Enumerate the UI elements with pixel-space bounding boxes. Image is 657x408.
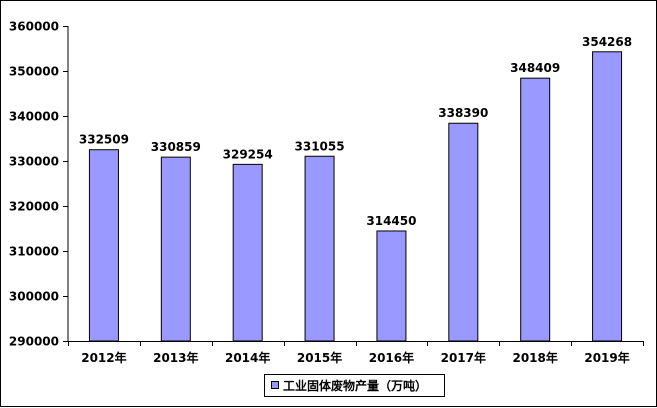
y-tick-label: 360000 [9, 20, 59, 34]
legend-label: 工业固体废物产量（万吨） [283, 378, 427, 393]
x-tick-label: 2017年 [441, 350, 486, 365]
x-tick-label: 2019年 [584, 350, 629, 365]
data-label: 329254 [223, 147, 273, 161]
y-tick-label: 310000 [9, 245, 59, 259]
bar [520, 77, 551, 342]
x-tick-label: 2013年 [153, 350, 198, 365]
bar [88, 149, 119, 342]
x-tick-label: 2012年 [81, 350, 126, 365]
legend-swatch [271, 381, 279, 389]
y-tick-label: 290000 [9, 335, 59, 349]
y-tick-label: 320000 [9, 200, 59, 214]
bar [376, 230, 407, 342]
x-tick-label: 2016年 [369, 350, 414, 365]
data-label: 338390 [438, 106, 488, 120]
data-label: 354268 [582, 35, 632, 49]
bars: 332509 330859 329254 331055 314450 338390 3484… [79, 35, 632, 342]
bar [304, 155, 335, 342]
data-label: 348409 [510, 61, 560, 75]
y-tick-label: 340000 [9, 110, 59, 124]
y-tick-label: 300000 [9, 290, 59, 304]
legend-box [264, 374, 445, 397]
bar [448, 122, 479, 342]
bar [160, 156, 191, 342]
data-label: 331055 [295, 139, 345, 153]
y-tick-label: 330000 [9, 155, 59, 169]
x-axis: 2012年 2013年 2014年 2015年 2016年 2017年 2018年 2019年 [68, 341, 644, 365]
legend: 工业固体废物产量（万吨） [264, 374, 445, 397]
data-label: 314450 [366, 214, 416, 228]
x-tick-label: 2015年 [297, 350, 342, 365]
x-tick-label: 2018年 [512, 350, 557, 365]
data-label: 332509 [79, 133, 129, 147]
bar [592, 51, 623, 342]
y-tick-label: 350000 [9, 65, 59, 79]
x-tick-label: 2014年 [225, 350, 270, 365]
data-label: 330859 [151, 140, 201, 154]
bar [232, 163, 263, 342]
y-axis: 290000 300000 310000 320000 330000 340000 3500… [9, 20, 69, 349]
